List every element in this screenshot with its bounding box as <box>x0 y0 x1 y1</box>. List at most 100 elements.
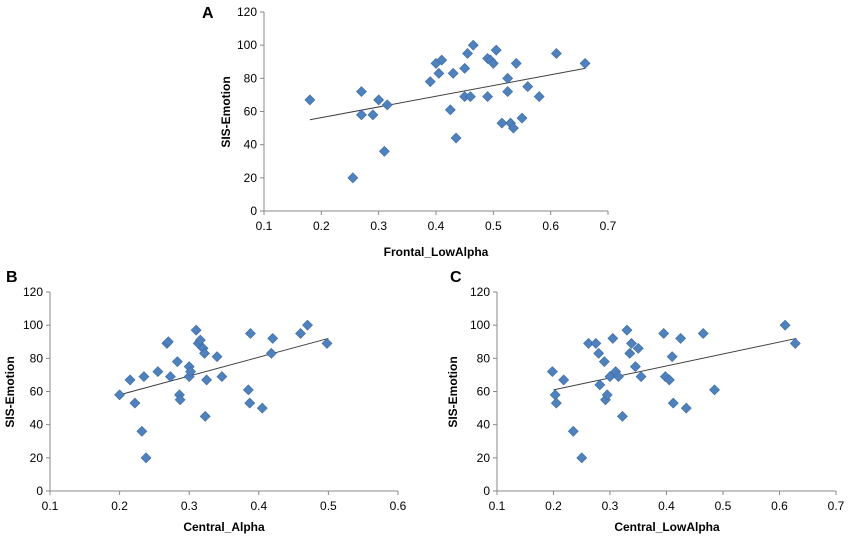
panel-b-data-point <box>194 334 206 346</box>
panel-b-data-point <box>171 356 183 368</box>
panel-c-data-point <box>546 366 558 378</box>
panel-a-x-tick-label: 0.1 <box>256 219 273 233</box>
panel-b-data-point <box>185 366 197 378</box>
panel-a-data-point <box>424 76 436 88</box>
panel-c-data-point <box>680 402 692 414</box>
panel-b-axes: 0 20 40 60 80 100 120 0.1 0.2 0.3 0.4 0.5 0.6 <box>23 285 407 513</box>
panel-a-y-tick-label: 40 <box>244 138 258 152</box>
panel-a-data-point <box>462 48 473 59</box>
panel-a: A 0 20 40 60 80 100 120 0.1 0.2 0.3 0.4 0.5 0.6 0.7 F… <box>202 5 617 259</box>
panel-c-data-point <box>558 374 570 386</box>
panel-a-y-tick-label: 20 <box>244 171 258 185</box>
panel-a-data-point <box>507 122 519 134</box>
panel-a-data-point <box>356 109 367 121</box>
panel-a-xlabel: Frontal_LowAlpha <box>384 245 489 259</box>
panel-a-ylabel: SIS-Emotion <box>219 76 233 147</box>
panel-b-y-tick-label: 20 <box>30 451 44 465</box>
panel-a-data-point <box>373 94 385 106</box>
panel-a-data-point <box>447 67 459 79</box>
panel-a-data-point <box>579 57 591 69</box>
panel-c-trendline <box>553 337 797 391</box>
panel-b-y-tick-label: 80 <box>30 351 44 365</box>
panel-c-y-tick-label: 120 <box>470 285 490 299</box>
panel-label-a: A <box>202 5 214 22</box>
panel-c-data-point <box>632 342 644 354</box>
panel-a-axes: 0 20 40 60 80 100 120 0.1 0.2 0.3 0.4 0.5 0.6 0.7 <box>237 5 617 233</box>
panel-c-data-point <box>666 351 678 363</box>
panel-a-data-point <box>533 91 545 102</box>
panel-c-data-point <box>675 333 687 344</box>
panel-a-data-point <box>516 112 528 124</box>
panel-label-b: B <box>6 269 18 286</box>
panel-b-data-point <box>242 384 254 396</box>
panel-c-y-tick-label: 20 <box>477 451 491 465</box>
panel-b-data-point <box>321 337 333 349</box>
panel-a-data-point <box>550 48 562 59</box>
panel-b-x-tick-label: 0.4 <box>250 499 267 513</box>
panel-a-data-point <box>502 86 514 98</box>
panel-c-data-point <box>576 452 588 464</box>
panel-b-xlabel: Central_Alpha <box>183 520 265 534</box>
panel-b-data-point <box>245 328 256 339</box>
panel-c-y-tick-label: 40 <box>477 418 491 432</box>
panel-c-ylabel: SIS-Emotion <box>446 356 460 427</box>
panel-c-data-point <box>621 324 633 336</box>
panel-c-data-point <box>626 337 637 349</box>
panel-c-data-point <box>601 389 613 401</box>
panel-a-data-point <box>381 99 393 111</box>
panel-a-x-tick-label: 0.2 <box>313 219 330 233</box>
panel-b-trendline <box>119 337 329 396</box>
panel-a-data-point <box>502 72 514 84</box>
panel-a-data-point <box>496 117 508 129</box>
panel-a-data-point <box>482 91 494 102</box>
panel-a-data-point <box>522 81 534 93</box>
panel-b-x-tick-label: 0.6 <box>390 499 407 513</box>
panel-a-x-tick-label: 0.7 <box>600 219 617 233</box>
panel-b-x-tick-label: 0.5 <box>320 499 337 513</box>
panel-c-data-point <box>617 410 628 422</box>
panel-a-data-point <box>487 57 499 69</box>
panel-b-x-tick-label: 0.2 <box>111 499 128 513</box>
panel-b-data-point <box>129 397 141 409</box>
panel-c-data-point <box>593 347 605 359</box>
panel-b-data-point <box>162 336 174 348</box>
panel-c-data-point <box>635 371 647 382</box>
panel-c-data-point <box>667 397 679 409</box>
panel-c-data-point <box>697 328 709 339</box>
panel-b-data-point <box>201 374 213 386</box>
panel-c-data-point <box>779 319 791 331</box>
panel-c-data-point <box>663 374 675 386</box>
panel-a-data-point <box>304 94 316 106</box>
panel-b-y-tick-label: 60 <box>30 385 44 399</box>
panel-a-x-tick-label: 0.4 <box>428 219 445 233</box>
panel-a-x-tick-label: 0.6 <box>542 219 559 233</box>
panel-c-x-tick-label: 0.3 <box>602 499 619 513</box>
panel-label-c: C <box>450 269 462 286</box>
panel-c-x-tick-label: 0.6 <box>771 499 788 513</box>
panel-c-data-point <box>598 356 610 368</box>
panel-c-data-point <box>607 333 619 344</box>
panel-b-data-point <box>216 371 228 382</box>
panel-a-y-tick-label: 60 <box>244 105 258 119</box>
panel-c: C 0 20 40 60 80 100 120 0.1 0.2 0.3 0.4 0.5 0.6 0.7 C… <box>446 269 845 534</box>
panel-b-y-tick-label: 40 <box>30 418 44 432</box>
panel-c-y-tick-label: 80 <box>477 351 491 365</box>
panel-b-data-point <box>302 319 313 331</box>
panel-c-data-point <box>613 371 624 382</box>
panel-b-data-point <box>136 425 148 437</box>
panel-c-x-tick-label: 0.1 <box>489 499 506 513</box>
panel-b-y-tick-label: 0 <box>36 484 43 498</box>
panel-a-y-tick-label: 100 <box>237 38 257 52</box>
panel-b-data-point <box>244 397 256 409</box>
panel-a-data-point <box>467 39 479 51</box>
panel-b-y-tick-label: 100 <box>23 318 43 332</box>
panel-a-data-point <box>378 145 390 157</box>
panel-a-data-point <box>490 44 502 56</box>
panel-c-data-point <box>630 361 641 373</box>
panel-c-data-point <box>624 347 636 359</box>
panel-a-data-point <box>367 109 379 121</box>
panel-b-data-point <box>267 333 279 344</box>
panel-b-x-tick-label: 0.1 <box>42 499 59 513</box>
panel-b-data-point <box>124 374 136 386</box>
